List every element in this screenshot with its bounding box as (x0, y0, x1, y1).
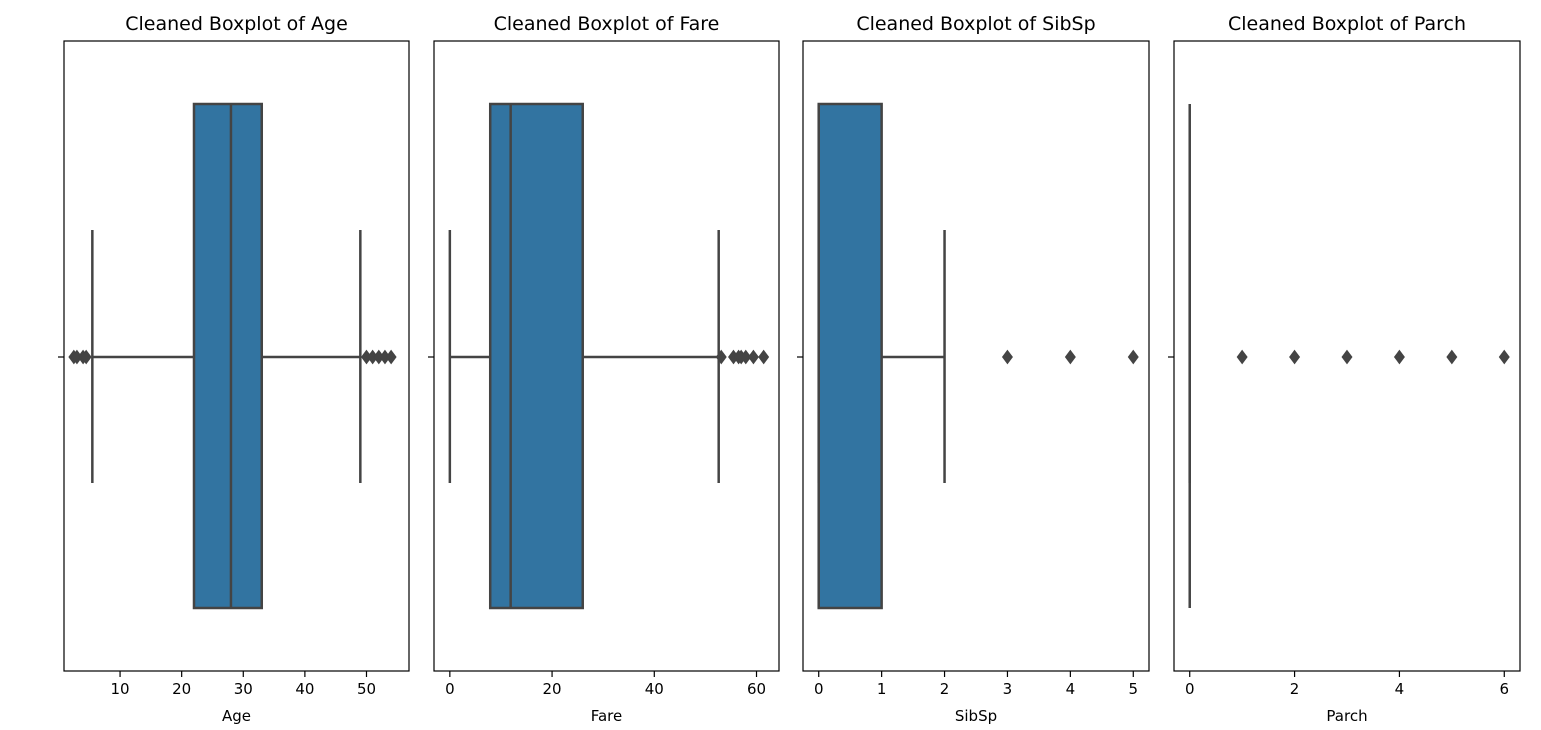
x-tick-label: 60 (747, 680, 766, 698)
x-tick-label: 10 (111, 680, 130, 698)
outlier-point (385, 349, 397, 365)
x-tick-label: 5 (1128, 680, 1138, 698)
outlier-point (1341, 349, 1353, 365)
chart-title: Cleaned Boxplot of Parch (1228, 13, 1466, 35)
boxplot-panel-4: Cleaned Boxplot of Parch 0 2 4 6 Parch (1168, 13, 1521, 725)
x-tick-label: 20 (172, 680, 191, 698)
x-tick-label: 0 (445, 680, 455, 698)
x-tick-label: 20 (543, 680, 562, 698)
outlier-point (1498, 349, 1510, 365)
x-tick-label: 4 (1066, 680, 1076, 698)
boxplot-panel-2: Cleaned Boxplot of Fare 0 20 40 60 Fare (428, 13, 780, 725)
x-tick-label: 30 (234, 680, 253, 698)
x-tick-label: 2 (1290, 680, 1300, 698)
x-axis-label: Age (222, 707, 251, 725)
x-axis-label: Parch (1326, 707, 1367, 725)
x-axis-label: SibSp (955, 707, 997, 725)
boxplot-panel-3: Cleaned Boxplot of SibSp 0 1 2 3 4 5 SibSp (797, 13, 1150, 725)
outlier-point (1393, 349, 1405, 365)
outlier-point (715, 349, 727, 365)
outlier-point (1289, 349, 1301, 365)
x-tick-label: 50 (357, 680, 376, 698)
x-tick-label: 0 (1185, 680, 1195, 698)
x-axis-label: Fare (591, 707, 623, 725)
chart-title: Cleaned Boxplot of Fare (494, 13, 720, 35)
axes-frame (433, 40, 780, 672)
outlier-point (1064, 349, 1076, 365)
outlier-point (1127, 349, 1139, 365)
chart-title: Cleaned Boxplot of SibSp (856, 13, 1095, 35)
iqr-box (817, 102, 883, 610)
outlier-point (747, 349, 759, 365)
outlier-point (740, 349, 752, 365)
x-tick-label: 40 (645, 680, 664, 698)
outlier-point (1446, 349, 1458, 365)
x-tick-label: 4 (1395, 680, 1405, 698)
axes-frame (802, 40, 1150, 672)
x-tick-label: 40 (295, 680, 314, 698)
axes-frame (1173, 40, 1521, 672)
outlier-point (1236, 349, 1248, 365)
x-tick-label: 1 (877, 680, 887, 698)
iqr-box (488, 102, 584, 610)
outlier-point (1001, 349, 1013, 365)
x-tick-label: 3 (1003, 680, 1013, 698)
axes-frame (63, 40, 410, 672)
outlier-point (80, 349, 92, 365)
boxplot-panel-1: Cleaned Boxplot of Age 10 20 30 40 50 Age (58, 13, 410, 725)
x-tick-label: 6 (1499, 680, 1509, 698)
x-tick-label: 2 (940, 680, 950, 698)
chart-title: Cleaned Boxplot of Age (125, 13, 348, 35)
outlier-point (758, 349, 770, 365)
iqr-box (192, 102, 264, 610)
x-tick-label: 0 (814, 680, 824, 698)
